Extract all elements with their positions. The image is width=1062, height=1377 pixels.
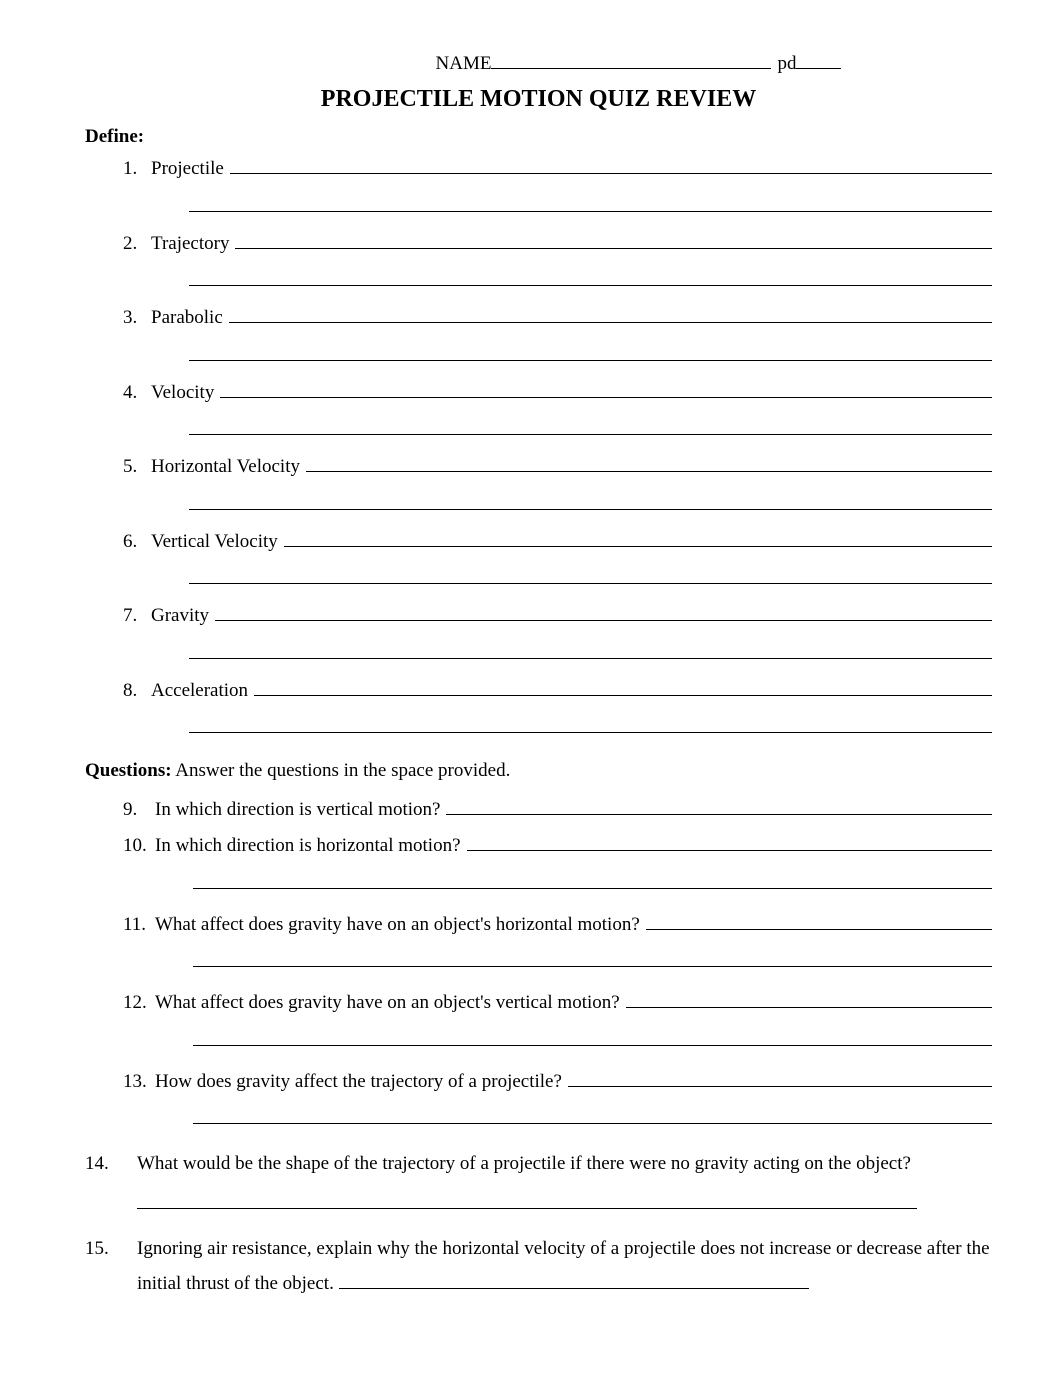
- question-text: In which direction is horizontal motion?: [155, 832, 461, 861]
- header-row: NAME pd: [85, 50, 992, 79]
- item-number: 15.: [85, 1235, 137, 1264]
- question-list: 9. In which direction is vertical motion…: [85, 796, 992, 1125]
- define-term: Velocity: [151, 379, 214, 408]
- item-number: 10.: [123, 832, 155, 861]
- define-item: 2. Trajectory: [123, 230, 992, 259]
- answer-blank[interactable]: [568, 1069, 992, 1087]
- answer-blank-line[interactable]: [189, 417, 992, 435]
- answer-blank[interactable]: [306, 454, 992, 472]
- item-number: 5.: [123, 453, 151, 482]
- answer-blank[interactable]: [446, 797, 992, 815]
- item-number: 11.: [123, 911, 155, 940]
- define-item: 5. Horizontal Velocity: [123, 453, 992, 482]
- answer-blank[interactable]: [254, 678, 992, 696]
- question-text: What affect does gravity have on an obje…: [155, 911, 640, 940]
- questions-heading: Questions: Answer the questions in the s…: [85, 757, 992, 786]
- define-term: Trajectory: [151, 230, 229, 259]
- answer-blank-inline[interactable]: [339, 1274, 809, 1289]
- answer-blank[interactable]: [230, 156, 992, 174]
- item-number: 9.: [123, 796, 155, 825]
- answer-blank-line[interactable]: [189, 194, 992, 212]
- answer-blank-line[interactable]: [193, 1028, 992, 1046]
- answer-blank[interactable]: [220, 380, 992, 398]
- item-number: 2.: [123, 230, 151, 259]
- name-blank-line[interactable]: [491, 51, 771, 69]
- answer-blank-line[interactable]: [137, 1191, 917, 1209]
- answer-blank[interactable]: [646, 912, 992, 930]
- page-title: PROJECTILE MOTION QUIZ REVIEW: [85, 81, 992, 117]
- name-label: NAME: [436, 50, 492, 79]
- answer-blank[interactable]: [626, 990, 992, 1008]
- answer-blank-line[interactable]: [189, 566, 992, 584]
- item-number: 8.: [123, 677, 151, 706]
- answer-blank-line[interactable]: [189, 715, 992, 733]
- item-number: 7.: [123, 602, 151, 631]
- define-item: 4. Velocity: [123, 379, 992, 408]
- answer-blank[interactable]: [284, 529, 992, 547]
- answer-blank-line[interactable]: [193, 949, 992, 967]
- question-text: How does gravity affect the trajectory o…: [155, 1068, 562, 1097]
- question-item: 12. What affect does gravity have on an …: [123, 989, 992, 1018]
- answer-blank-line[interactable]: [189, 641, 992, 659]
- answer-blank-line[interactable]: [189, 268, 992, 286]
- item-number: 3.: [123, 304, 151, 333]
- question-text: In which direction is vertical motion?: [155, 796, 440, 825]
- define-item: 6. Vertical Velocity: [123, 528, 992, 557]
- question-text: What would be the shape of the trajector…: [137, 1146, 911, 1181]
- question-item: 13. How does gravity affect the trajecto…: [123, 1068, 992, 1097]
- answer-blank-line[interactable]: [193, 1106, 992, 1124]
- define-term: Parabolic: [151, 304, 223, 333]
- question-text: Ignoring air resistance, explain why the…: [137, 1231, 992, 1301]
- item-number: 1.: [123, 155, 151, 184]
- answer-blank[interactable]: [235, 231, 992, 249]
- answer-blank-line[interactable]: [193, 871, 992, 889]
- item-number: 6.: [123, 528, 151, 557]
- define-term: Vertical Velocity: [151, 528, 278, 557]
- questions-heading-text: Answer the questions in the space provid…: [172, 760, 511, 781]
- item-number: 13.: [123, 1068, 155, 1097]
- pd-blank-line[interactable]: [796, 51, 841, 69]
- define-term: Horizontal Velocity: [151, 453, 300, 482]
- pd-label: pd: [777, 50, 796, 79]
- answer-blank-line[interactable]: [189, 492, 992, 510]
- item-number: 14.: [85, 1150, 137, 1179]
- question-item-long: 14. What would be the shape of the traje…: [85, 1146, 992, 1181]
- define-item: 7. Gravity: [123, 602, 992, 631]
- answer-blank[interactable]: [467, 833, 992, 851]
- answer-blank[interactable]: [215, 603, 992, 621]
- define-term: Gravity: [151, 602, 209, 631]
- define-list: 1. Projectile 2. Trajectory 3. Parabolic…: [85, 155, 992, 733]
- answer-blank-line[interactable]: [189, 343, 992, 361]
- question-item: 9. In which direction is vertical motion…: [123, 796, 992, 825]
- question-item: 10. In which direction is horizontal mot…: [123, 832, 992, 861]
- define-item: 3. Parabolic: [123, 304, 992, 333]
- define-term: Acceleration: [151, 677, 248, 706]
- name-field-group: NAME pd: [436, 50, 842, 79]
- questions-section: Questions: Answer the questions in the s…: [85, 757, 992, 1301]
- answer-blank[interactable]: [229, 305, 992, 323]
- define-term: Projectile: [151, 155, 224, 184]
- questions-heading-bold: Questions:: [85, 760, 172, 781]
- question-item: 11. What affect does gravity have on an …: [123, 911, 992, 940]
- define-item: 1. Projectile: [123, 155, 992, 184]
- define-heading: Define:: [85, 123, 992, 152]
- question-text: What affect does gravity have on an obje…: [155, 989, 620, 1018]
- question-item-long: 15. Ignoring air resistance, explain why…: [85, 1231, 992, 1301]
- item-number: 12.: [123, 989, 155, 1018]
- item-number: 4.: [123, 379, 151, 408]
- define-item: 8. Acceleration: [123, 677, 992, 706]
